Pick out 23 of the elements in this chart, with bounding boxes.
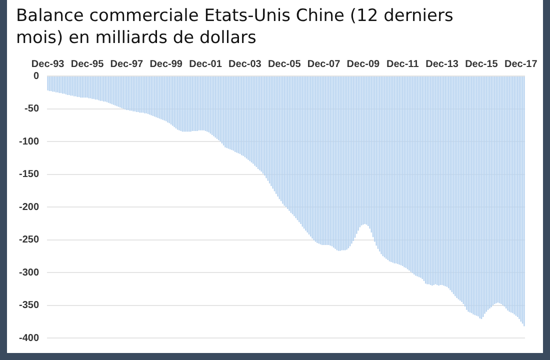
y-tick-label: -400: [19, 332, 40, 344]
y-tick-label: -100: [19, 136, 40, 148]
x-tick-label: Dec-11: [386, 58, 420, 70]
y-tick-label: -150: [19, 169, 40, 180]
y-tick-label: -50: [24, 104, 40, 114]
x-tick-label: Dec-97: [110, 58, 144, 70]
x-tick-label: Dec-07: [307, 58, 341, 70]
x-tick-label: Dec-93: [31, 58, 65, 70]
x-tick-label: Dec-03: [228, 58, 262, 70]
chart-title: Balance commerciale Etats-Unis Chine (12 derniers mois) en milliards de dollars: [16, 5, 454, 49]
y-tick-label: -350: [19, 300, 40, 311]
x-tick-label: Dec-13: [426, 58, 459, 70]
y-tick-label: 0: [33, 70, 40, 82]
x-tick-label: Dec-01: [189, 58, 222, 70]
y-tick-label: -200: [19, 202, 40, 213]
x-tick-label: Dec-09: [346, 58, 380, 70]
y-tick-label: -250: [19, 234, 40, 246]
x-tick-label: Dec-15: [465, 58, 498, 70]
y-tick-label: -300: [19, 267, 40, 278]
x-tick-label: Dec-95: [70, 58, 104, 70]
x-tick-label: Dec-17: [504, 58, 538, 70]
x-tick-label: Dec-99: [150, 58, 183, 70]
x-tick-label: Dec-05: [268, 58, 302, 70]
